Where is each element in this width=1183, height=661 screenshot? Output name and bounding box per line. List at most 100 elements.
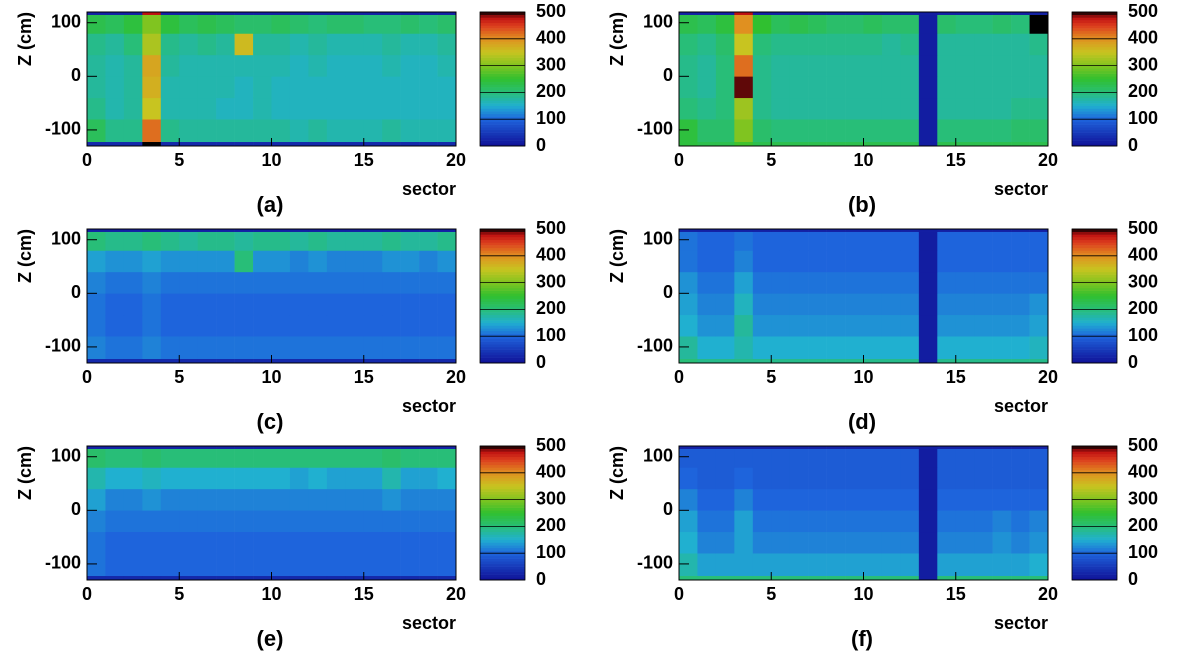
cell bbox=[345, 271, 365, 294]
cell bbox=[900, 531, 920, 554]
cell bbox=[734, 97, 754, 120]
cell bbox=[715, 358, 735, 364]
cell bbox=[271, 12, 291, 15]
colorbar-tick-label: 200 bbox=[1128, 515, 1158, 535]
colorbar-swatch bbox=[1072, 263, 1117, 267]
cell bbox=[345, 358, 365, 364]
cell bbox=[437, 336, 457, 360]
cell bbox=[955, 467, 975, 490]
cell bbox=[197, 97, 217, 120]
cell bbox=[900, 250, 920, 273]
cell bbox=[845, 448, 864, 468]
cell bbox=[308, 141, 328, 147]
colorbar-swatch bbox=[480, 79, 525, 82]
colorbar-swatch bbox=[480, 537, 525, 541]
colorbar-swatch bbox=[1072, 44, 1117, 48]
cell bbox=[992, 97, 1012, 120]
colorbar-swatch bbox=[480, 338, 525, 342]
cell bbox=[752, 229, 772, 232]
cell bbox=[974, 54, 993, 77]
colorbar-swatch bbox=[1072, 462, 1117, 466]
cell bbox=[437, 97, 457, 120]
colorbar-swatch bbox=[1072, 20, 1117, 24]
colorbar-swatch bbox=[1072, 258, 1117, 262]
cell bbox=[863, 141, 883, 147]
colorbar-swatch bbox=[480, 309, 525, 313]
cell bbox=[789, 293, 809, 316]
cell bbox=[216, 448, 235, 468]
cell bbox=[400, 14, 420, 34]
cell bbox=[881, 488, 901, 511]
colorbar-swatch bbox=[1072, 464, 1117, 468]
colorbar-swatch bbox=[480, 502, 525, 506]
cell bbox=[363, 12, 383, 15]
cell bbox=[197, 467, 217, 490]
cell bbox=[363, 531, 383, 554]
cell bbox=[881, 553, 901, 577]
colorbar-swatch bbox=[1072, 357, 1117, 361]
colorbar-swatch bbox=[480, 496, 525, 500]
cell bbox=[363, 119, 383, 143]
colorbar-swatch bbox=[480, 491, 525, 495]
cell bbox=[734, 231, 754, 251]
cell bbox=[900, 575, 920, 581]
cell bbox=[289, 575, 309, 581]
colorbar-tick-label: 400 bbox=[536, 462, 566, 482]
cell bbox=[863, 531, 883, 554]
cell bbox=[808, 33, 827, 56]
cell bbox=[179, 141, 198, 147]
cell bbox=[752, 488, 772, 511]
cell bbox=[179, 314, 198, 337]
colorbar-swatch bbox=[480, 30, 525, 34]
cell bbox=[715, 510, 735, 533]
cell bbox=[992, 33, 1012, 56]
cell bbox=[87, 14, 106, 34]
y-tick-label: 100 bbox=[643, 445, 673, 465]
colorbar-swatch bbox=[480, 529, 525, 533]
y-tick-label: 100 bbox=[51, 445, 81, 465]
cell bbox=[105, 448, 125, 468]
cell bbox=[363, 448, 383, 468]
cell bbox=[808, 293, 827, 316]
colorbar-swatch bbox=[1072, 116, 1117, 120]
cell bbox=[808, 358, 827, 364]
cell bbox=[1011, 448, 1030, 468]
colorbar-swatch bbox=[480, 274, 525, 278]
colorbar-tick-label: 300 bbox=[536, 488, 566, 508]
cell bbox=[863, 553, 883, 577]
colorbar-swatch bbox=[1072, 349, 1117, 353]
cell bbox=[1011, 575, 1030, 581]
cell bbox=[419, 448, 438, 468]
cell bbox=[789, 271, 809, 294]
colorbar-swatch bbox=[1072, 338, 1117, 342]
cell bbox=[289, 446, 309, 449]
cell bbox=[216, 231, 235, 251]
cell bbox=[234, 76, 254, 99]
colorbar-swatch bbox=[1072, 30, 1117, 34]
cell bbox=[87, 250, 106, 273]
cell bbox=[326, 358, 346, 364]
colorbar-swatch bbox=[480, 57, 525, 61]
cell bbox=[679, 553, 698, 577]
cell bbox=[160, 336, 180, 360]
colorbar-swatch bbox=[1072, 483, 1117, 487]
colorbar-swatch bbox=[1072, 46, 1117, 50]
cell bbox=[400, 531, 420, 554]
colorbar-swatch bbox=[1072, 456, 1117, 460]
cell bbox=[845, 446, 864, 449]
cell bbox=[992, 467, 1012, 490]
cell bbox=[808, 510, 827, 533]
cell bbox=[326, 14, 346, 34]
cell bbox=[1029, 250, 1049, 273]
cell bbox=[271, 229, 291, 232]
colorbar-swatch bbox=[1072, 513, 1117, 516]
cell bbox=[308, 250, 328, 273]
cell bbox=[308, 336, 328, 360]
cell bbox=[160, 271, 180, 294]
y-tick-label: -100 bbox=[637, 553, 673, 573]
colorbar-swatch bbox=[480, 456, 525, 460]
cell bbox=[363, 54, 383, 77]
cell bbox=[382, 231, 401, 251]
cell bbox=[437, 271, 457, 294]
cell bbox=[437, 231, 457, 251]
